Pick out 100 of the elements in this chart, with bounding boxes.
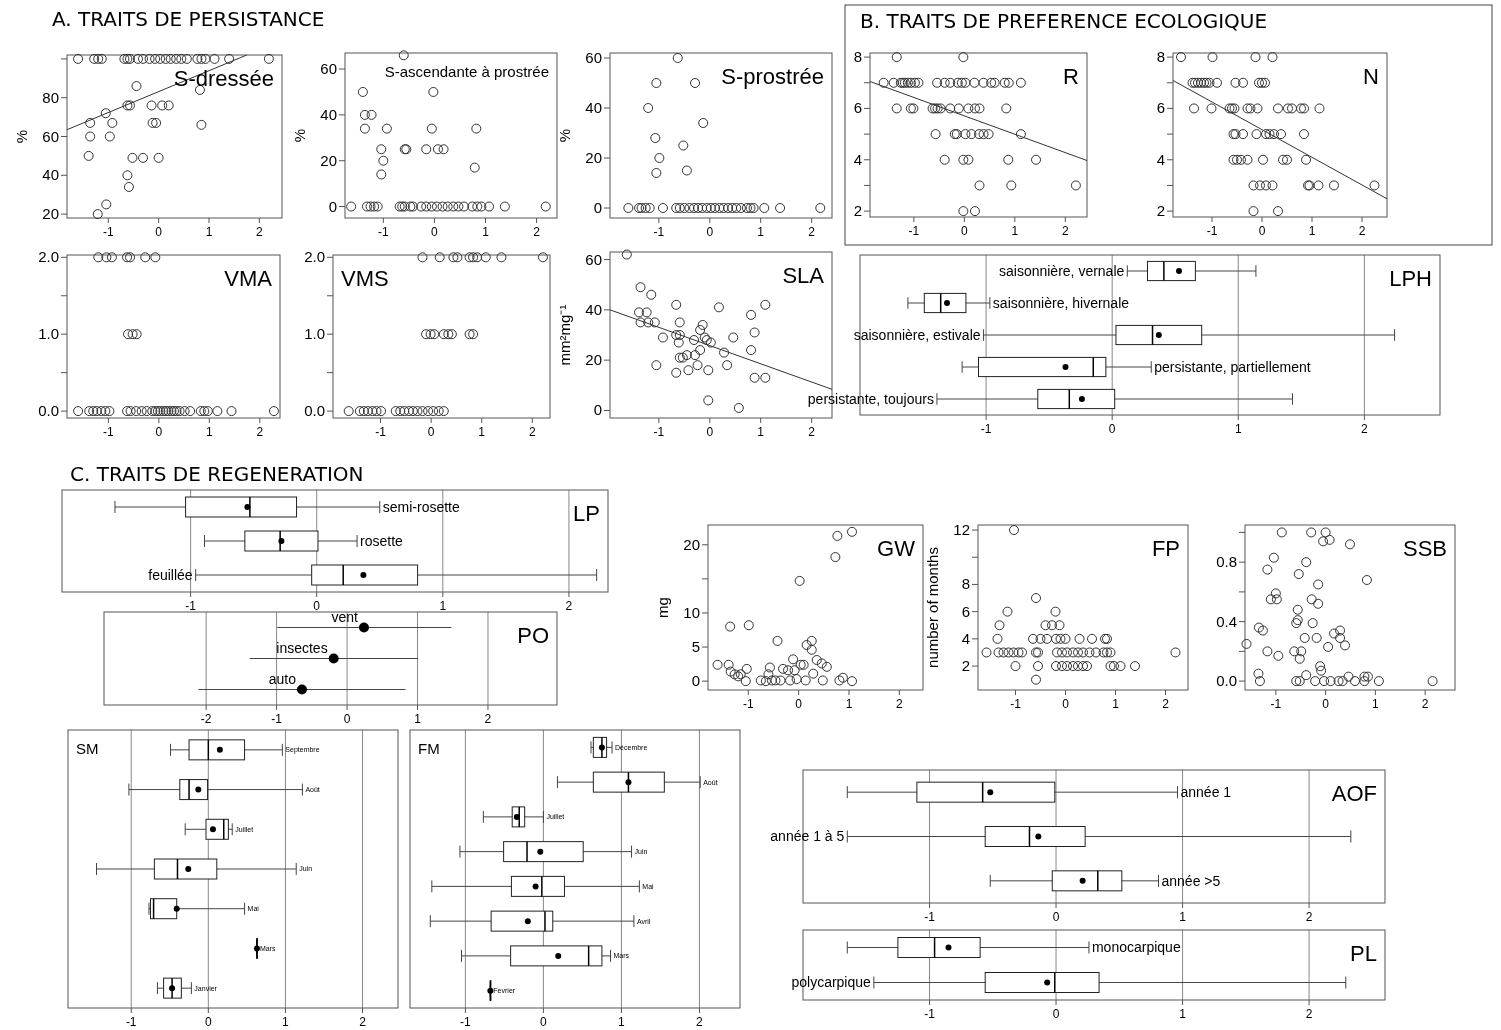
point [830,552,841,563]
point [1109,661,1119,672]
y-tick-label: 0.0 [304,402,325,420]
y-tick-label: 5 [691,638,700,656]
point [1276,129,1286,140]
point [690,350,701,361]
point [755,675,766,686]
point [806,644,817,655]
point [89,53,100,64]
point [362,406,373,417]
x-tick-label: 1 [757,425,765,439]
point [770,675,781,686]
x-tick-label: -1 [271,712,283,726]
point [697,319,708,330]
y-tick-label: 20 [585,351,602,369]
point [646,289,657,300]
point [359,109,370,120]
text: B. TRAITS DE PREFERENCE ECOLOGIQUE [860,9,1268,33]
point [496,252,507,263]
text: SM [76,740,99,757]
point [346,201,357,212]
point [939,154,950,165]
point [1003,647,1014,658]
point [788,654,799,665]
y-tick-label: 8 [961,575,970,593]
point [671,299,682,310]
point [719,347,730,358]
point [712,659,723,670]
x-tick-label: 1 [618,1015,626,1029]
point [969,77,980,88]
point [760,676,771,687]
y-tick-label: monocarpique [1091,939,1181,956]
point [1051,661,1061,672]
point [453,201,464,212]
point [644,203,655,213]
point [195,406,206,417]
y-tick-label: 0.8 [1216,553,1237,571]
point [683,365,694,376]
point [1212,77,1222,88]
point [746,345,757,356]
y-tick-label: 0.0 [38,402,59,420]
point [464,252,475,263]
point [775,203,786,213]
point [634,307,645,318]
point [697,203,708,213]
y-tick-label: 60 [42,127,59,145]
point [817,675,828,686]
point [763,669,774,680]
point [1340,640,1351,651]
point [1008,647,1019,658]
point [150,252,161,263]
point [1078,647,1088,658]
point [1262,646,1273,657]
point [679,203,690,213]
x-tick-label: -1 [375,425,387,439]
y-tick-label: 20 [320,151,337,169]
point [963,103,974,114]
y-tick-label: 0.4 [1216,612,1237,630]
point [641,307,652,318]
point [978,129,989,140]
point [1273,650,1284,661]
point [1287,103,1297,114]
x-tick-label: -1 [924,1007,936,1021]
point [689,335,700,346]
point [146,100,157,111]
text: N [1363,64,1379,89]
point [654,153,665,163]
point [499,201,510,212]
y-tick-label: 4 [1156,150,1165,168]
point [1251,129,1262,140]
point [1313,598,1324,609]
x-tick-label: -1 [103,425,115,439]
point [472,201,483,212]
point [147,117,158,128]
point [1258,154,1268,165]
point [428,86,439,97]
point [136,406,147,417]
y-tick-label: vent [331,608,359,625]
point [425,329,436,340]
x-tick-label: 1 [1372,697,1380,711]
point [467,201,478,212]
point [421,144,432,155]
point [84,406,95,417]
point [127,329,138,340]
y-tick-label: semi-rosette [382,498,460,515]
point [367,406,378,417]
y-tick-label: année 1 [1180,784,1232,801]
point [181,53,192,64]
y-tick-label: 2 [961,657,970,675]
y-tick-label: 2 [1156,202,1165,220]
point [729,669,740,680]
point [1254,676,1265,687]
point [1031,593,1041,604]
text: LP [573,501,600,526]
x-tick-label: 1 [1112,697,1120,711]
point [1323,641,1334,652]
point [1228,154,1239,165]
point [1310,676,1321,687]
point [1301,154,1311,165]
point [1052,647,1062,658]
